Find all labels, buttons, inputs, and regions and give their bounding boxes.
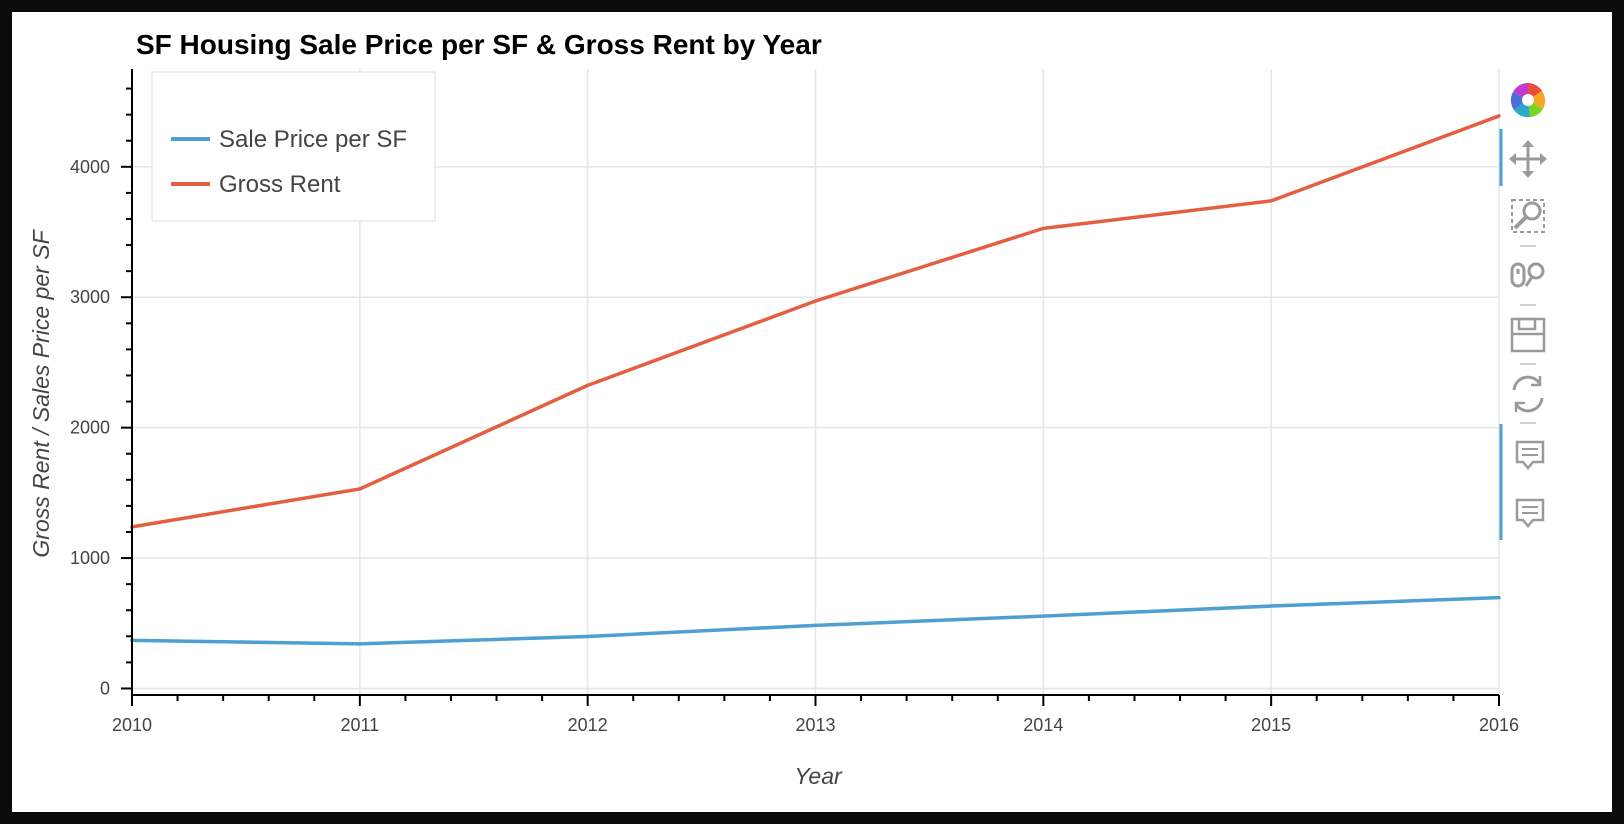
axes: 2010 2011 2012 2013 2014 2015 2016 0 1000 2000 300… bbox=[70, 69, 1519, 735]
legend-label-gross-rent: Gross Rent bbox=[219, 171, 341, 198]
pan-icon[interactable] bbox=[1509, 140, 1547, 178]
y-tick-label: 3000 bbox=[70, 287, 110, 307]
x-axis-label: Year bbox=[794, 763, 843, 789]
x-tick-label: 2016 bbox=[1479, 715, 1519, 735]
chart-title: SF Housing Sale Price per SF & Gross Ren… bbox=[136, 29, 822, 60]
legend-label-sale-price: Sale Price per SF bbox=[219, 126, 407, 153]
x-tick-label: 2015 bbox=[1251, 715, 1291, 735]
save-icon[interactable] bbox=[1510, 317, 1546, 353]
y-tick-label: 1000 bbox=[70, 548, 110, 568]
series-line-gross-rent bbox=[130, 114, 1501, 529]
legend-box bbox=[151, 71, 436, 222]
reset-icon[interactable] bbox=[1512, 375, 1544, 413]
chart-panel: SF Housing Sale Price per SF & Gross Ren… bbox=[12, 12, 1612, 812]
hover-icon[interactable] bbox=[1515, 440, 1545, 470]
y-axis-label: Gross Rent / Sales Price per SF bbox=[28, 228, 54, 557]
series-lines bbox=[130, 114, 1501, 646]
y-tick-label: 4000 bbox=[70, 157, 110, 177]
x-tick-label: 2013 bbox=[795, 715, 835, 735]
x-tick-label: 2014 bbox=[1023, 715, 1063, 735]
hover-icon[interactable] bbox=[1515, 498, 1545, 528]
x-tick-label: 2012 bbox=[568, 715, 608, 735]
wheel-zoom-icon[interactable] bbox=[1510, 262, 1545, 288]
toolbar bbox=[1499, 83, 1547, 540]
bokeh-logo-icon[interactable] bbox=[1510, 83, 1546, 118]
y-tick-label: 2000 bbox=[70, 418, 110, 438]
y-tick-label: 0 bbox=[100, 678, 110, 698]
x-tick-label: 2010 bbox=[112, 715, 152, 735]
series-line-sale-price-per-sf bbox=[130, 595, 1501, 646]
legend: Sale Price per SF Gross Rent bbox=[151, 71, 436, 222]
x-tick-label: 2011 bbox=[340, 715, 379, 735]
box-zoom-icon[interactable] bbox=[1511, 199, 1545, 233]
line-chart: SF Housing Sale Price per SF & Gross Ren… bbox=[28, 29, 1547, 789]
